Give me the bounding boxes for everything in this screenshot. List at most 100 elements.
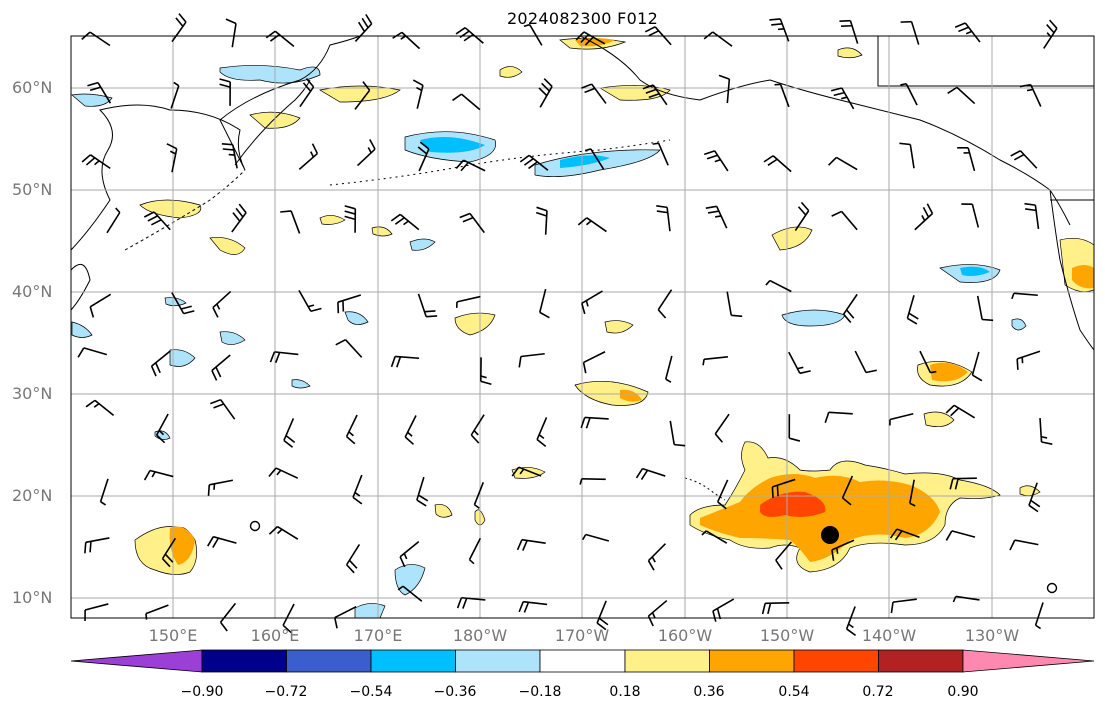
wind-barb xyxy=(839,19,859,44)
wind-barb xyxy=(664,355,673,383)
wind-barb xyxy=(283,418,296,448)
wind-barb xyxy=(1011,292,1038,300)
wind-barb xyxy=(299,78,315,108)
wind-barb xyxy=(145,604,169,620)
wind-barb xyxy=(335,338,363,358)
wind-barb xyxy=(473,482,485,509)
wind-barb xyxy=(947,86,976,105)
coastline-kuril xyxy=(124,169,246,251)
wind-barb xyxy=(712,598,735,622)
wind-barb xyxy=(269,351,299,363)
wind-barb xyxy=(842,293,858,324)
wind-barb xyxy=(345,414,358,445)
wind-barb xyxy=(390,355,420,368)
wind-barb xyxy=(652,142,669,166)
wind-barb xyxy=(900,20,920,45)
wind-barb xyxy=(794,201,810,232)
coastline-northamerica xyxy=(1049,189,1095,351)
wind-barb xyxy=(211,354,231,381)
wind-barb xyxy=(774,83,790,108)
shade-blue-mid xyxy=(781,309,846,327)
wind-barb xyxy=(456,596,486,609)
wind-barb xyxy=(771,478,796,498)
wind-barb xyxy=(87,81,112,104)
wind-barb xyxy=(143,211,171,231)
shade-orange-e xyxy=(1072,265,1094,289)
wind-barb xyxy=(831,210,858,231)
wind-barb xyxy=(1010,150,1038,169)
lon-label-150e: 150°E xyxy=(148,626,198,645)
colorbar-extend-low xyxy=(70,649,203,673)
wind-barb xyxy=(207,479,233,496)
colorbar-extend-high xyxy=(962,649,1095,673)
shade-yellow-9 xyxy=(771,226,813,251)
colorbar-tick-8: 0.54 xyxy=(778,684,810,700)
wind-barb xyxy=(669,420,686,447)
wind-barb xyxy=(703,31,733,47)
shade-yellow-8 xyxy=(837,47,863,59)
wind-barb xyxy=(518,600,548,613)
shade-orange-w xyxy=(169,526,195,565)
wind-barb xyxy=(714,413,730,443)
lat-label-20n: 20°N xyxy=(12,486,53,505)
wind-barb xyxy=(207,535,237,548)
wind-barb xyxy=(518,352,545,368)
lat-label-50n: 50°N xyxy=(12,180,53,199)
wind-barb xyxy=(221,143,238,169)
lon-label-130w: 130°W xyxy=(964,626,1020,645)
shade-yellow-21 xyxy=(434,504,453,518)
wind-barb xyxy=(333,605,357,629)
wind-barb xyxy=(231,203,247,233)
wind-barb xyxy=(945,404,976,419)
wind-barb xyxy=(581,83,607,104)
wind-barb xyxy=(718,74,731,104)
wind-barb xyxy=(954,22,981,43)
lon-label-140w: 140°W xyxy=(861,626,917,645)
calm-marker-west xyxy=(249,520,261,532)
wind-barb xyxy=(702,355,729,366)
coastline-asia xyxy=(70,35,361,251)
wind-barb xyxy=(775,541,792,570)
gridlines xyxy=(71,36,1094,618)
wind-barb xyxy=(417,293,438,318)
wind-barb xyxy=(417,141,430,172)
wind-barb xyxy=(1028,482,1041,513)
shade-yellow-2 xyxy=(209,237,246,255)
wind-barb xyxy=(298,143,319,170)
lon-label-170w: 170°W xyxy=(554,626,610,645)
shade-blue-west xyxy=(71,93,113,107)
wind-barb xyxy=(455,159,486,172)
wind-barb xyxy=(81,154,111,170)
wind-barb xyxy=(99,478,109,506)
wind-barb xyxy=(161,537,177,568)
shade-orange-ne xyxy=(930,362,968,382)
wind-barb xyxy=(765,279,792,293)
colorbar-seg-5 xyxy=(539,649,626,673)
colorbar-tick-7: 0.36 xyxy=(693,684,725,700)
wind-barb xyxy=(412,79,424,109)
wind-barb xyxy=(268,467,299,479)
wind-barb xyxy=(298,289,322,313)
wind-barb xyxy=(635,467,666,480)
shade-blue-w6 xyxy=(71,321,93,338)
wind-barb xyxy=(889,412,914,426)
shade-blue-w8 xyxy=(291,379,311,389)
wind-barb xyxy=(459,212,485,234)
wind-barb xyxy=(961,203,980,228)
wind-barb xyxy=(511,466,542,477)
wind-barb xyxy=(788,414,801,442)
shade-blue-w4 xyxy=(409,238,436,251)
lon-label-150w: 150°W xyxy=(759,626,815,645)
wind-barb xyxy=(830,87,855,110)
wind-barb xyxy=(519,154,549,171)
wind-barb xyxy=(890,598,917,614)
colorbar-tick-6: 0.18 xyxy=(609,684,641,700)
lon-label-160e: 160°E xyxy=(250,626,300,645)
wind-barb xyxy=(84,603,109,622)
shade-blue-s2 xyxy=(354,603,386,619)
wind-barb xyxy=(452,93,481,111)
wind-barb xyxy=(957,146,976,172)
colorbar-tick-1: −0.90 xyxy=(180,684,224,700)
wind-barb xyxy=(155,413,169,444)
